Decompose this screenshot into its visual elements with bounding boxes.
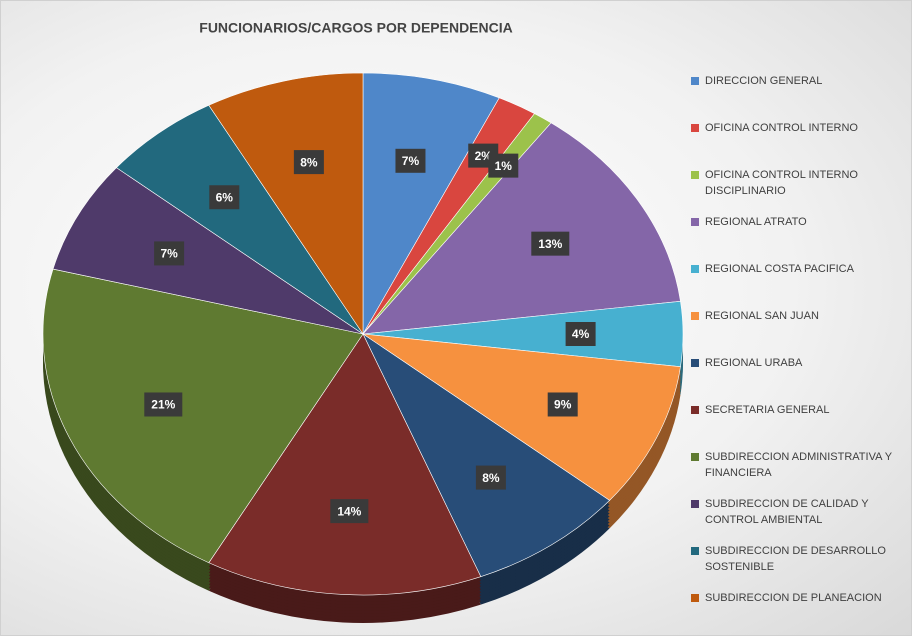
legend-swatch bbox=[691, 312, 699, 320]
data-label-box bbox=[475, 465, 506, 490]
legend-item: REGIONAL SAN JUAN bbox=[691, 308, 906, 355]
data-label-box bbox=[330, 499, 369, 524]
chart-title: FUNCIONARIOS/CARGOS POR DEPENDENCIA bbox=[199, 20, 512, 36]
slice bbox=[42, 268, 364, 564]
legend-label: DIRECCION GENERAL bbox=[705, 75, 823, 87]
legend-item: SUBDIRECCION DE CALIDAD Y CONTROL AMBIEN… bbox=[691, 496, 906, 543]
legend-swatch bbox=[691, 453, 699, 461]
legend-swatch bbox=[691, 171, 699, 179]
legend-item: REGIONAL ATRATO bbox=[691, 214, 906, 261]
legend-item: DIRECCION GENERAL bbox=[691, 73, 906, 120]
legend-item: REGIONAL URABA bbox=[691, 355, 906, 402]
legend-label: SUBDIRECCION ADMINISTRATIVA Y FINANCIERA bbox=[705, 451, 892, 479]
legend-item: REGIONAL COSTA PACIFICA bbox=[691, 261, 906, 308]
legend-swatch bbox=[691, 359, 699, 367]
data-label: 21% bbox=[151, 398, 175, 412]
slice bbox=[115, 104, 364, 335]
data-label: 2% bbox=[475, 149, 493, 163]
data-label: 9% bbox=[554, 398, 572, 412]
data-label: 8% bbox=[482, 471, 500, 485]
slice bbox=[208, 72, 364, 335]
data-label: 6% bbox=[216, 190, 234, 204]
legend-swatch bbox=[691, 265, 699, 273]
slice bbox=[362, 333, 681, 501]
data-label: 13% bbox=[538, 237, 562, 251]
legend-swatch bbox=[691, 77, 699, 85]
legend-swatch bbox=[691, 218, 699, 226]
legend-label: OFICINA CONTROL INTERNO DISCIPLINARIO bbox=[705, 169, 858, 197]
data-label-box bbox=[154, 241, 185, 266]
legend-item: OFICINA CONTROL INTERNO bbox=[691, 120, 906, 167]
legend-item: SUBDIRECCION DE PLANEACION bbox=[691, 590, 906, 635]
legend-label: REGIONAL ATRATO bbox=[705, 216, 807, 228]
legend-swatch bbox=[691, 406, 699, 414]
legend-label: REGIONAL COSTA PACIFICA bbox=[705, 263, 854, 275]
legend-label: OFICINA CONTROL INTERNO bbox=[705, 122, 858, 134]
data-label-box bbox=[395, 148, 426, 173]
legend-swatch bbox=[691, 124, 699, 132]
legend-item: SUBDIRECCION DE DESARROLLO SOSTENIBLE bbox=[691, 543, 906, 590]
legend-swatch bbox=[691, 547, 699, 555]
data-label-box bbox=[293, 150, 324, 175]
data-label: 4% bbox=[572, 327, 590, 341]
slice bbox=[362, 333, 611, 578]
legend-label: REGIONAL URABA bbox=[705, 357, 803, 369]
data-label-box bbox=[565, 322, 596, 346]
data-label: 8% bbox=[300, 155, 318, 169]
legend-label: SUBDIRECCION DE DESARROLLO SOSTENIBLE bbox=[705, 545, 886, 573]
slice bbox=[208, 333, 482, 596]
slice bbox=[362, 122, 681, 335]
legend-item: SECRETARIA GENERAL bbox=[691, 402, 906, 449]
legend: DIRECCION GENERAL OFICINA CONTROL INTERNO… bbox=[691, 73, 906, 635]
legend-item: OFICINA CONTROL INTERNO DISCIPLINARIO bbox=[691, 167, 906, 214]
data-label-box bbox=[144, 392, 183, 417]
data-label-box bbox=[547, 392, 578, 417]
data-label-box bbox=[209, 185, 240, 210]
legend-item: SUBDIRECCION ADMINISTRATIVA Y FINANCIERA bbox=[691, 449, 906, 496]
legend-label: REGIONAL SAN JUAN bbox=[705, 310, 819, 322]
legend-swatch bbox=[691, 594, 699, 602]
pie-plot: FUNCIONARIOS/CARGOS POR DEPENDENCIA 7% 2%… bbox=[42, 20, 684, 623]
data-label: 14% bbox=[337, 504, 361, 518]
slice bbox=[362, 72, 500, 336]
legend-label: SECRETARIA GENERAL bbox=[705, 404, 830, 416]
legend-swatch bbox=[691, 500, 699, 508]
data-label: 1% bbox=[495, 159, 513, 173]
data-label: 7% bbox=[160, 247, 178, 261]
legend-label: SUBDIRECCION DE CALIDAD Y CONTROL AMBIEN… bbox=[705, 498, 869, 526]
data-label: 7% bbox=[402, 154, 420, 168]
data-label-box bbox=[488, 153, 519, 178]
legend-label: SUBDIRECCION DE PLANEACION bbox=[705, 592, 882, 604]
data-label-box bbox=[531, 231, 570, 256]
slice bbox=[52, 167, 364, 335]
